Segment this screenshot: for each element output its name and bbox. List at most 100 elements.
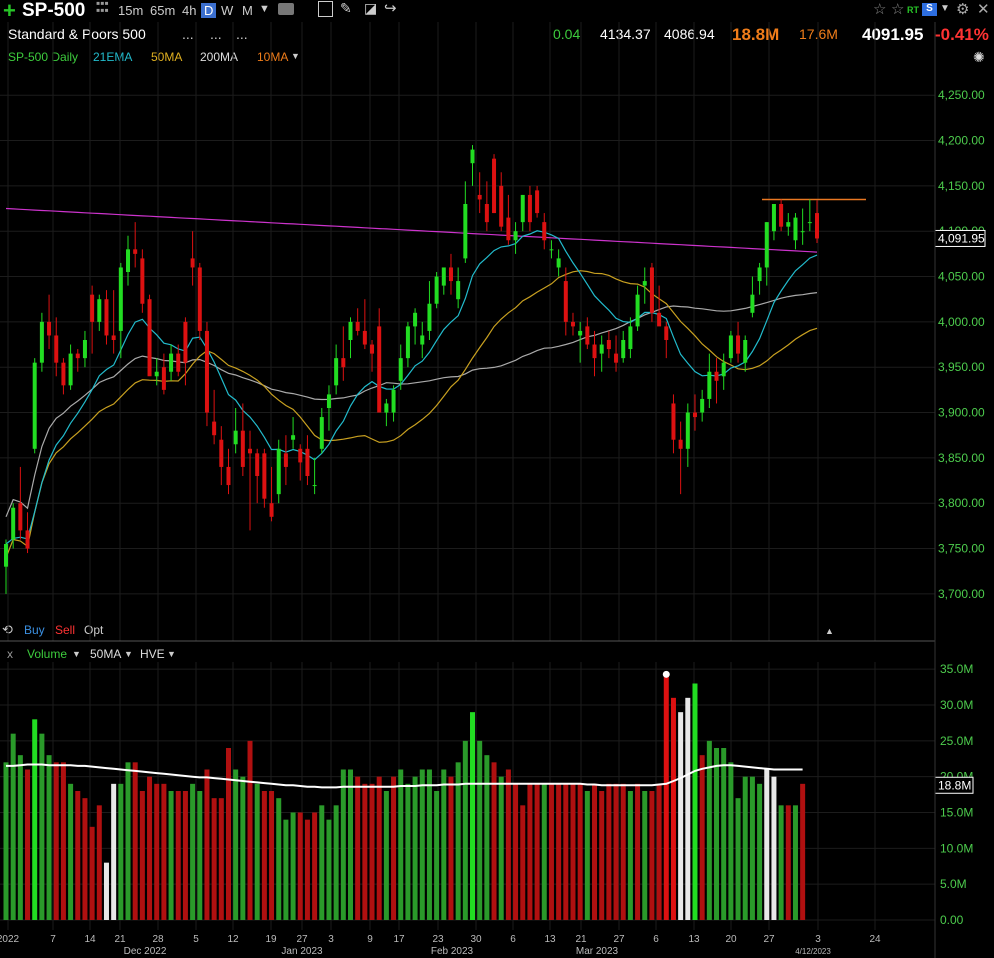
realtime-icon[interactable]: RT <box>907 5 919 15</box>
candle-body <box>448 267 453 282</box>
collapse-up-icon[interactable]: ▲ <box>825 626 834 636</box>
volume-bar <box>778 805 784 920</box>
candle-body <box>743 340 748 363</box>
timeframe-w[interactable]: W <box>221 3 234 18</box>
candle-body <box>527 194 532 223</box>
buy-button[interactable]: Buy <box>24 623 45 637</box>
candle-body <box>326 394 331 408</box>
candle-body <box>771 204 776 232</box>
volume-legend-label[interactable]: Volume <box>27 647 68 661</box>
gear-icon[interactable]: ⚙ <box>956 1 970 18</box>
volume-50ma-dropdown-icon[interactable]: ▼ <box>124 649 133 659</box>
legend-200ma[interactable]: 200MA <box>200 50 239 64</box>
legend-series[interactable]: SP-500 Daily <box>8 50 79 64</box>
volume-bar <box>527 783 533 920</box>
candle-body <box>104 299 109 336</box>
palette-icon[interactable]: ✺ <box>973 49 985 65</box>
legend-dropdown-icon[interactable]: ▼ <box>291 51 300 61</box>
volume-bar <box>261 791 267 920</box>
x-tick-label: 6 <box>510 934 516 945</box>
volume-dropdown-icon[interactable]: ▼ <box>72 649 81 659</box>
price-axis-label: 4,000.00 <box>938 315 985 329</box>
candle-body <box>169 353 174 372</box>
last-price: 4091.95 <box>862 25 924 44</box>
sell-button[interactable]: Sell <box>55 623 76 637</box>
chart-type-icon[interactable] <box>278 3 294 15</box>
legend-50ma[interactable]: 50MA <box>151 50 183 64</box>
volume-bar <box>584 791 590 920</box>
volume-bar <box>204 769 210 920</box>
x-tick-label: 28 <box>152 934 164 945</box>
share-icon[interactable]: ↪ <box>384 0 397 17</box>
volume-bar <box>376 776 382 920</box>
x-tick-label: 3 <box>815 934 821 945</box>
volume-bar <box>520 805 526 920</box>
candle-body <box>728 335 733 359</box>
x-tick-label: 24 <box>869 934 881 945</box>
legend-21ema[interactable]: 21EMA <box>93 50 133 64</box>
candle-body <box>484 204 489 223</box>
add-symbol-icon[interactable]: + <box>3 0 16 23</box>
annotation-icon[interactable]: ◪ <box>364 0 378 16</box>
symbol-menu-icon[interactable]: ▪▪▪ ▪▪▪ <box>96 0 109 17</box>
legend-10ma[interactable]: 10MA <box>257 50 289 64</box>
volume-bar <box>570 783 576 920</box>
opt-button[interactable]: Opt <box>84 623 104 637</box>
timeframe-m[interactable]: M <box>242 3 253 18</box>
volume-50ma-label[interactable]: 50MA <box>90 647 122 661</box>
x-tick-label: 23 <box>432 934 444 945</box>
trade-icon[interactable]: ⟲ <box>2 622 13 637</box>
volume-bar <box>405 783 411 920</box>
candle-body <box>118 267 123 331</box>
candle-body <box>384 403 389 413</box>
timeframe-4h[interactable]: 4h <box>182 3 197 18</box>
volume-bar <box>283 819 289 920</box>
symbol-title[interactable]: SP-500 <box>22 0 86 21</box>
close-icon[interactable]: ✕ <box>977 1 990 18</box>
s-badge-icon[interactable]: S <box>922 3 937 16</box>
volume-bar <box>347 769 353 920</box>
candle-body <box>520 194 525 223</box>
volume-close-button[interactable]: x <box>7 647 13 661</box>
volume-bar <box>505 769 511 920</box>
volume-bar <box>218 798 224 920</box>
volume-bar <box>800 783 806 920</box>
candle-body <box>649 267 654 313</box>
candle-body <box>47 321 52 336</box>
price-axis-label: 4,200.00 <box>938 134 985 148</box>
candle-body <box>154 371 159 377</box>
quote-dots-2: ... <box>210 26 222 42</box>
timeframe-15m[interactable]: 15m <box>118 3 144 18</box>
draw-pencil-icon[interactable]: ✎ <box>340 0 352 16</box>
candle-body <box>97 299 102 322</box>
candle-body <box>82 340 87 359</box>
candle-body <box>39 321 44 363</box>
hve-dropdown-icon[interactable]: ▼ <box>167 649 176 659</box>
candle-body <box>621 340 626 359</box>
volume-bar <box>470 712 476 920</box>
price-axis-label: 3,700.00 <box>938 587 985 601</box>
candle-body <box>269 503 274 517</box>
volume-bar <box>269 791 275 920</box>
volume-bar <box>764 769 770 920</box>
long-ma-line <box>5 292 818 518</box>
candle-body <box>176 353 181 372</box>
volume-bar <box>663 676 669 920</box>
candle-body <box>671 403 676 440</box>
volume-bar <box>312 812 318 920</box>
star-outline-icon[interactable]: ☆ <box>891 1 905 18</box>
hve-label[interactable]: HVE <box>140 647 165 661</box>
volume-axis-label: 35.0M <box>940 662 973 676</box>
x-tick-label: 9 <box>367 934 373 945</box>
star-icon[interactable]: ☆ <box>873 1 887 18</box>
volume-value: 18.8M <box>732 25 780 44</box>
timeframe-d[interactable]: D <box>201 3 217 18</box>
volume-bar <box>290 812 296 920</box>
grid-settings-icon[interactable] <box>318 1 333 17</box>
candle-body <box>54 335 59 363</box>
settings-dropdown-icon[interactable]: ▼ <box>940 3 950 14</box>
candle-body <box>25 530 30 549</box>
timeframe-dropdown-icon[interactable]: ▼ <box>259 3 270 15</box>
timeframe-65m[interactable]: 65m <box>150 3 176 18</box>
